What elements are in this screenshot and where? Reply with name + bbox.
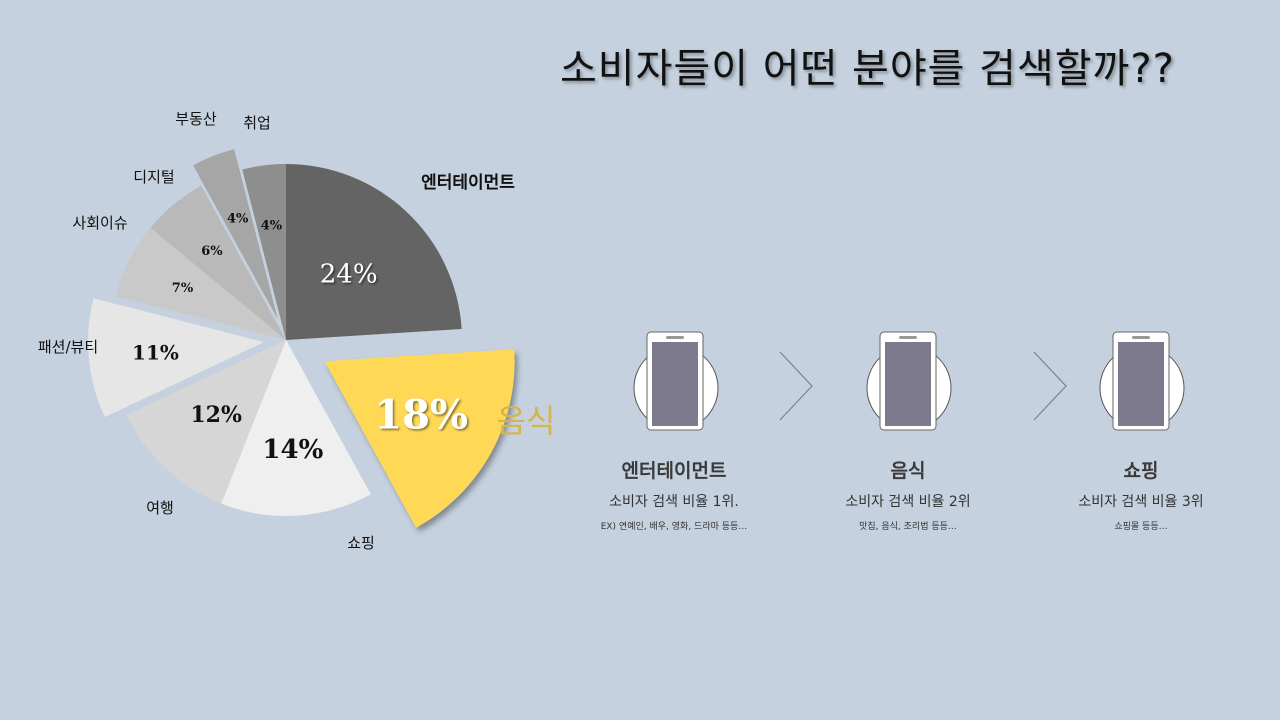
pie-value-label: 24% [320, 259, 378, 289]
rank-2-text: 음식 소비자 검색 비율 2위 맛집, 음식, 조리법 등등… [798, 456, 1018, 532]
pie-category-label: 음식 [497, 402, 556, 440]
pie-category-label: 사회이슈 [72, 214, 127, 232]
pie-slice [88, 298, 265, 418]
pie-category-label: 취업 [243, 114, 271, 132]
pie-value-label: 6% [201, 244, 223, 259]
pie-value-label: 4% [261, 218, 283, 233]
slide-title: 소비자들이 어떤 분야를 검색할까?? [560, 46, 1175, 92]
pie-slice [115, 227, 287, 340]
rank-3-description: 소비자 검색 비율 3위 [1078, 494, 1204, 510]
pie-value-label: 4% [227, 212, 249, 227]
rank-2-phone-icon [866, 330, 952, 436]
pie-slice [324, 349, 515, 528]
rank-3-example: 쇼핑몰 등등… [1114, 522, 1168, 532]
pie-slice [193, 149, 278, 320]
pie-category-label: 부동산 [175, 110, 217, 128]
rank-1-text: 엔터테이먼트 소비자 검색 비율 1위. EX) 연예인, 배우, 영화, 드라… [564, 456, 784, 532]
phone-screen [652, 342, 698, 426]
pie-slice [150, 185, 286, 340]
pie-category-label: 여행 [146, 499, 174, 517]
pie-category-label: 엔터테이먼트 [421, 173, 515, 193]
rank-3-text: 쇼핑 소비자 검색 비율 3위 쇼핑몰 등등… [1031, 456, 1251, 532]
pie-slice [242, 164, 286, 340]
pie-category-label: 패션/뷰티 [38, 338, 98, 356]
chevron-right-icon [779, 351, 813, 421]
rank-3-name: 쇼핑 [1123, 460, 1159, 482]
pie-slice [286, 164, 462, 340]
pie-slice [126, 340, 286, 504]
rank-1-name: 엔터테이먼트 [621, 460, 727, 482]
rank-2-name: 음식 [890, 460, 926, 482]
pie-value-label: 7% [172, 281, 194, 296]
rank-3-phone-icon [1099, 330, 1185, 436]
pie-value-label: 18% [374, 391, 468, 438]
chevron-right-icon [1033, 351, 1067, 421]
pie-slices [88, 149, 515, 528]
rank-2-example: 맛집, 음식, 조리법 등등… [859, 522, 957, 532]
rank-1-description: 소비자 검색 비율 1위. [609, 494, 739, 510]
pie-slice [221, 340, 371, 516]
rank-1-phone-icon [633, 330, 719, 436]
pie-value-label: 12% [190, 402, 242, 428]
rank-2-description: 소비자 검색 비율 2위 [845, 494, 971, 510]
pie-value-label: 14% [262, 435, 323, 465]
pie-category-label: 디지털 [133, 168, 174, 186]
rank-1-example: EX) 연예인, 배우, 영화, 드라마 등등… [600, 522, 748, 532]
pie-value-labels: 24% 18% 14% 12% 11% 7% 6% 4% 4% [132, 212, 468, 465]
pie-category-label: 쇼핑 [347, 534, 375, 552]
pie-value-label: 11% [132, 340, 179, 364]
